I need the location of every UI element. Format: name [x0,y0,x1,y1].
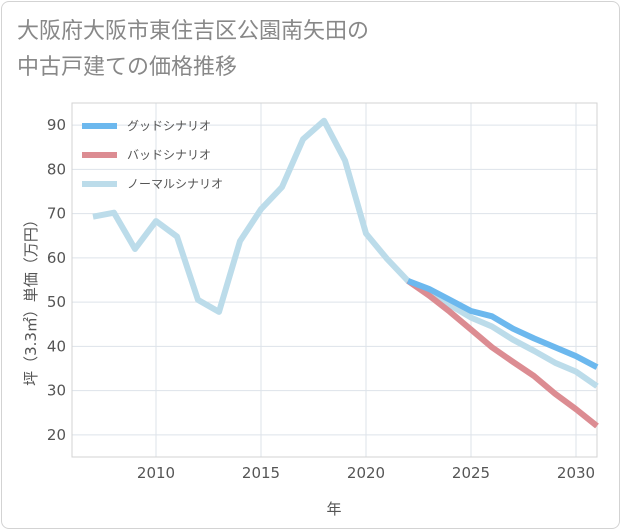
series-lines [92,117,599,429]
legend-label: グッドシナリオ [127,119,211,133]
x-tick-label: 2015 [242,464,280,482]
y-tick-label: 40 [47,337,66,355]
x-axis-label: 年 [326,500,341,518]
y-tick-label: 30 [47,382,66,400]
x-tick-label: 2025 [452,464,490,482]
grid [72,103,597,457]
y-tick-label: 70 [47,205,66,223]
plot-area-frame [71,102,598,458]
series-line-2 [92,117,599,389]
chart-title: 大阪府大阪市東住吉区公園南矢田の 中古戸建ての価格推移 [17,19,370,80]
x-tick-label: 2010 [137,464,175,482]
y-tick-label: 20 [47,426,66,444]
y-tick-label: 50 [47,293,66,311]
series-line-1 [406,278,599,429]
legend-label: ノーマルシナリオ [127,177,223,191]
y-tick-label: 80 [47,160,66,178]
y-axis-label: 坪（3.3㎡）単価（万円） [22,212,40,386]
y-tick-label: 60 [47,249,66,267]
legend-label: バッドシナリオ [127,148,211,162]
series-line-0 [406,278,599,370]
x-tick-label: 2020 [347,464,385,482]
y-tick-label: 90 [47,116,66,134]
x-tick-label: 2030 [557,464,595,482]
